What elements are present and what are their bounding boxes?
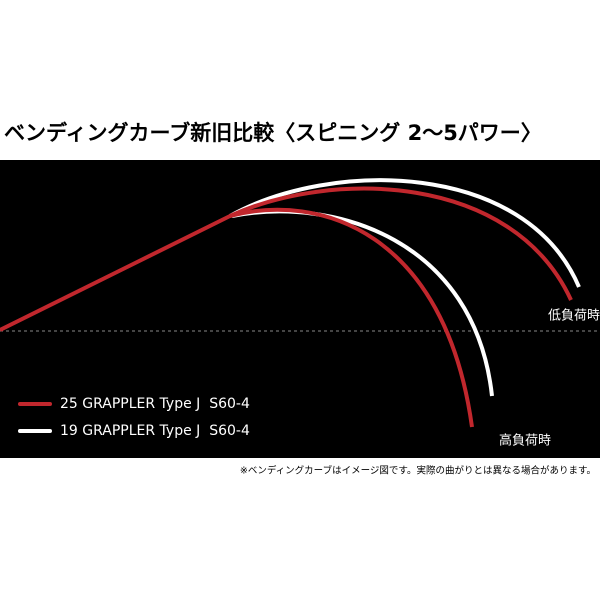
footnote: ※ベンディングカーブはイメージ図です。実際の曲がりとは異なる場合があります。 [240,465,596,477]
low-load-label: 低負荷時 [548,309,600,324]
curve-19-low [229,178,581,288]
title: ベンディングカーブ新旧比較〈スピニング 2〜5パワー〉 [4,121,542,145]
legend-label: 25 GRAPPLER Type J S60-4 [60,396,250,412]
high-load-label: 高負荷時 [499,433,551,449]
curve-25-high [229,207,474,428]
panel [0,160,600,458]
legend: 25 GRAPPLER Type J S60-4 19 GRAPPLER Type… [18,396,250,439]
legend-label: 19 GRAPPLER Type J S60-4 [60,423,250,439]
curve-25-low [0,186,573,332]
